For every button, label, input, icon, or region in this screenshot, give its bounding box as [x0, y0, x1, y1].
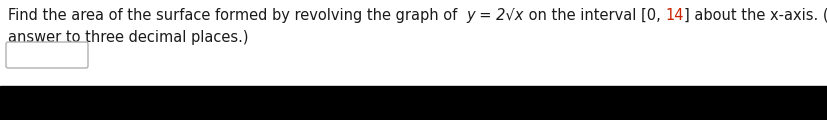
Bar [0, 86, 827, 120]
Text: 14: 14 [664, 8, 683, 23]
Text: Find the area of the surface formed by revolving the graph of: Find the area of the surface formed by r… [8, 8, 466, 23]
FancyBboxPatch shape [6, 42, 88, 68]
Text: on the interval [0,: on the interval [0, [523, 8, 664, 23]
Text: answer to three decimal places.): answer to three decimal places.) [8, 30, 248, 45]
Text: y = 2√x: y = 2√x [466, 8, 523, 23]
Text: ] about the x-axis. (Round your: ] about the x-axis. (Round your [683, 8, 827, 23]
